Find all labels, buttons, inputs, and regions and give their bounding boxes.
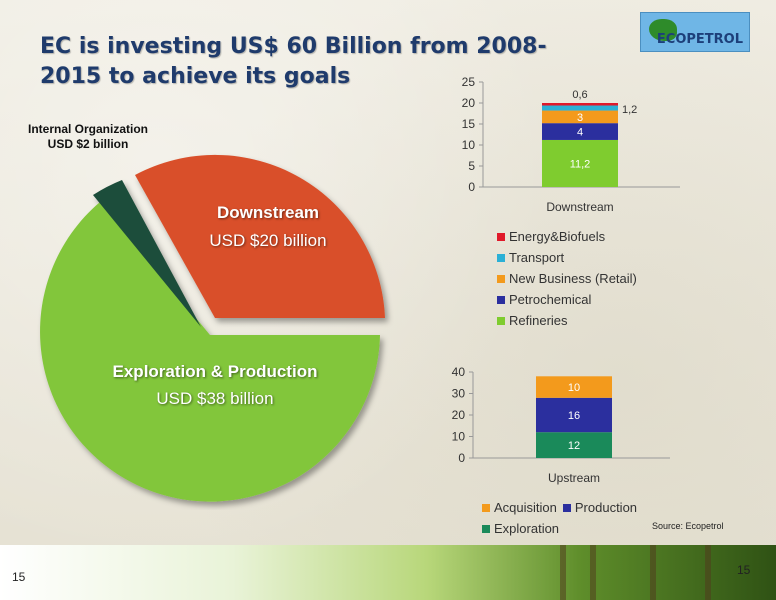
upstream-bar-chart: 0 10 20 30 40 12 16 10 Upstream xyxy=(452,365,670,485)
x-category-label: Upstream xyxy=(548,471,600,485)
legend-item-production: Production xyxy=(562,497,638,518)
data-label: 10 xyxy=(568,382,580,394)
legend-swatch xyxy=(497,295,505,304)
legend-item-acquisition: Acquisition xyxy=(482,497,557,518)
y-tick-label: 10 xyxy=(462,138,476,152)
legend-row: Acquisition Production xyxy=(482,497,637,518)
iguana-icon xyxy=(649,19,677,41)
legend-label: Energy&Biofuels xyxy=(509,229,606,244)
legend-label: Exploration xyxy=(494,521,560,536)
data-label: 4 xyxy=(577,127,583,139)
exploration-production-amount: USD $38 billion xyxy=(156,389,274,408)
data-label: 12 xyxy=(568,440,580,452)
legend-item-transport: Transport xyxy=(497,247,637,268)
legend-item-petrochemical: Petrochemical xyxy=(497,289,637,310)
bar-segment-exploration xyxy=(536,432,612,458)
bar-segment-production xyxy=(536,397,612,433)
legend-item-refineries: Refineries xyxy=(497,310,637,331)
legend-item-new-business: New Business (Retail) xyxy=(497,268,637,289)
legend-label: New Business (Retail) xyxy=(509,271,637,286)
page-number-left: 15 xyxy=(12,570,26,584)
legend-label: Production xyxy=(574,500,638,515)
y-tick-label: 20 xyxy=(462,96,476,110)
data-label: 3 xyxy=(577,112,583,124)
legend-swatch xyxy=(497,316,505,325)
upstream-legend: Acquisition Production Exploration xyxy=(482,497,637,539)
y-tick-label: 20 xyxy=(452,408,466,422)
legend-swatch xyxy=(497,232,505,241)
legend-swatch xyxy=(497,274,505,283)
y-tick-label: 0 xyxy=(458,451,465,465)
legend-swatch xyxy=(562,503,571,512)
downstream-bar-chart: 0 5 10 15 20 25 11,2 4 3 1,2 0,6 Downstream xyxy=(462,75,680,214)
legend-item-exploration: Exploration xyxy=(482,518,637,539)
legend-swatch xyxy=(497,253,505,262)
downstream-legend: Energy&Biofuels Transport New Business (… xyxy=(497,226,637,331)
legend-swatch xyxy=(482,524,490,533)
data-label: 0,6 xyxy=(572,89,587,101)
y-tick-label: 25 xyxy=(462,75,476,89)
pie-slice-internal-organization xyxy=(93,180,201,327)
pie-slice-exploration-production xyxy=(40,202,380,502)
bar-segment-petrochemical xyxy=(542,123,618,140)
footer-image-band xyxy=(0,545,776,600)
y-tick-label: 10 xyxy=(452,430,466,444)
ecopetrol-logo: ECOPETROL xyxy=(640,12,750,52)
bar-segment-new-business-retail- xyxy=(542,110,618,124)
data-label: 1,2 xyxy=(622,104,637,116)
legend-label: Petrochemical xyxy=(509,292,592,307)
legend-label: Acquisition xyxy=(494,500,557,515)
y-tick-label: 40 xyxy=(452,365,466,379)
legend-label: Refineries xyxy=(509,313,568,328)
bar-segment-energy-biofuels xyxy=(542,103,618,106)
data-label: 11,2 xyxy=(570,158,591,170)
y-tick-label: 5 xyxy=(468,159,475,173)
internal-organization-label: Internal Organization USD $2 billion xyxy=(28,122,149,151)
downstream-amount: USD $20 billion xyxy=(209,231,327,250)
legend-item-energy-biofuels: Energy&Biofuels xyxy=(497,226,637,247)
source-note: Source: Ecopetrol xyxy=(652,521,724,531)
y-tick-label: 15 xyxy=(462,117,476,131)
y-tick-label: 30 xyxy=(452,387,466,401)
bar-segment-refineries xyxy=(542,139,618,187)
x-category-label: Downstream xyxy=(546,200,613,214)
exploration-production-title: Exploration & Production xyxy=(112,362,318,381)
y-tick-label: 0 xyxy=(468,180,475,194)
logo-text: ECOPETROL xyxy=(656,32,743,47)
pie-slice-downstream xyxy=(135,154,385,318)
investment-pie-chart xyxy=(40,154,385,502)
bar-segment-transport xyxy=(542,105,618,111)
downstream-title: Downstream xyxy=(216,203,320,222)
legend-swatch xyxy=(482,503,490,512)
page-number-right: 15 xyxy=(737,563,751,577)
data-label: 16 xyxy=(568,410,580,422)
legend-label: Transport xyxy=(509,250,565,265)
bar-segment-acquisition xyxy=(536,376,612,398)
slide-title: EC is investing US$ 60 Billion from 2008… xyxy=(40,34,547,89)
